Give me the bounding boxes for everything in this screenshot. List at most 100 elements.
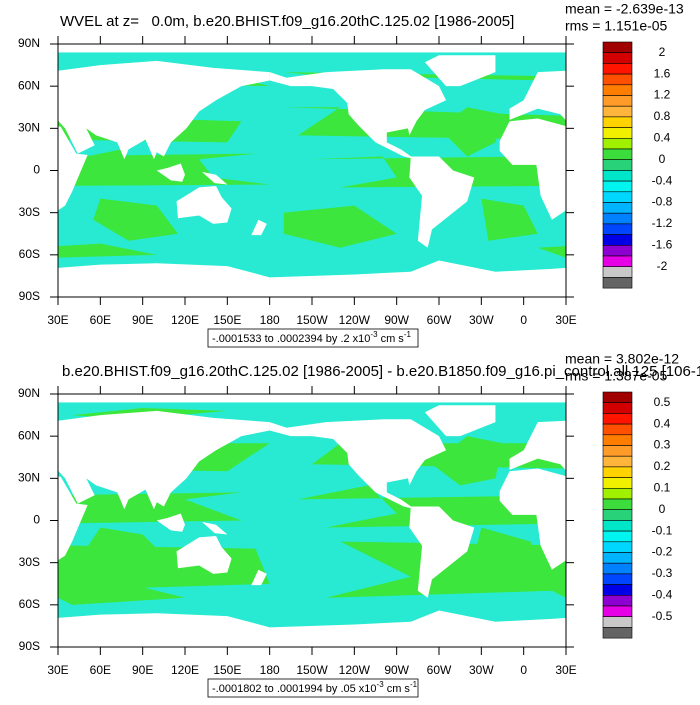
colorbar-box xyxy=(602,627,633,639)
lat-tick-label: 90S xyxy=(19,289,40,303)
colorbar-box xyxy=(602,170,633,182)
colorbar-label: -2 xyxy=(657,259,668,273)
land xyxy=(58,263,270,297)
land xyxy=(424,405,496,437)
lon-tick-label: 0 xyxy=(520,313,527,327)
lat-tick-label: 30S xyxy=(19,555,40,569)
colorbar-box xyxy=(602,41,633,53)
lat-tick-label: 0 xyxy=(33,513,40,527)
text-part: -1 xyxy=(410,680,418,689)
colorbar-label: 0.4 xyxy=(654,416,671,430)
land xyxy=(509,70,566,121)
land xyxy=(499,118,566,220)
field-region xyxy=(551,589,566,598)
colorbar-box xyxy=(602,202,633,214)
lon-tick-label: 120W xyxy=(339,663,371,677)
lon-tick-label: 120W xyxy=(339,313,371,327)
colorbar-label: -0.2 xyxy=(652,545,673,559)
colorbar-label: 0.8 xyxy=(654,109,671,123)
field-region xyxy=(283,205,397,248)
lat-tick-label: 60N xyxy=(18,78,40,92)
lon-tick-label: 180 xyxy=(260,663,280,677)
colorbar-label: 0 xyxy=(659,152,666,166)
land xyxy=(251,569,267,586)
lon-tick-label: 60E xyxy=(90,663,111,677)
text-part: -3 xyxy=(370,330,378,339)
lon-tick-label: 90W xyxy=(384,663,409,677)
lat-tick-label: 60S xyxy=(19,597,40,611)
range-box xyxy=(207,678,419,698)
panel-title: WVEL at z= 0.0m, b.e20.BHIST.f09_g16.20t… xyxy=(60,13,514,30)
map-panel: b.e20.BHIST.f09_g16.20thC.125.02 [1986-2… xyxy=(18,351,700,698)
colorbar-box xyxy=(602,562,633,575)
rms-label: rms = 1.151e-05 xyxy=(565,18,668,34)
colorbar-box xyxy=(602,466,633,478)
colorbar-label: 1.6 xyxy=(654,66,671,80)
rms-label: rms = 1.387e-05 xyxy=(565,368,668,384)
lon-tick-label: 90E xyxy=(132,313,153,327)
colorbar-box xyxy=(602,234,633,246)
land xyxy=(685,186,700,224)
colorbar-box xyxy=(602,530,633,543)
lon-tick-label: 90W xyxy=(384,313,409,327)
colorbar-label: -1.6 xyxy=(652,237,673,251)
colorbar-box xyxy=(602,573,633,585)
map-field xyxy=(58,52,700,297)
land xyxy=(499,468,566,570)
land xyxy=(201,171,228,185)
land xyxy=(269,260,566,297)
colorbar-box xyxy=(602,212,633,225)
land xyxy=(156,513,185,532)
land xyxy=(176,535,232,574)
land xyxy=(269,610,566,647)
colorbar-label: -0.1 xyxy=(652,523,673,537)
colorbar-box xyxy=(602,423,633,436)
colorbar-box xyxy=(602,223,633,235)
colorbar-box xyxy=(602,498,633,510)
colorbar-box xyxy=(602,266,633,278)
field-region xyxy=(481,198,538,241)
colorbar-label: 0.3 xyxy=(654,438,671,452)
colorbar-label: -0.5 xyxy=(652,609,673,623)
lon-tick-label: 30E xyxy=(555,663,576,677)
panel-title: b.e20.BHIST.f09_g16.20thC.125.02 [1986-2… xyxy=(62,363,700,380)
lon-tick-label: 150W xyxy=(296,313,328,327)
field-region xyxy=(93,198,178,241)
text-part: cm s xyxy=(378,333,405,345)
colorbar-box xyxy=(602,616,633,628)
colorbar-box xyxy=(602,413,633,425)
text-part: cm s xyxy=(384,683,411,695)
colorbar-label: 0 xyxy=(659,502,666,516)
colorbar-box xyxy=(602,391,633,403)
lon-tick-label: 150E xyxy=(213,663,241,677)
lon-tick-label: 60W xyxy=(427,663,452,677)
lon-tick-label: 120E xyxy=(171,663,199,677)
lon-tick-label: 30E xyxy=(47,663,68,677)
colorbar-box xyxy=(602,594,633,607)
colorbar-label: -0.4 xyxy=(652,587,673,601)
lat-tick-label: 90N xyxy=(18,386,40,400)
lat-tick-label: 30N xyxy=(18,471,40,485)
text-part: -1 xyxy=(404,330,412,339)
colorbar-box xyxy=(602,95,633,107)
land xyxy=(58,60,270,160)
land xyxy=(409,156,475,248)
lat-tick-label: 30N xyxy=(18,121,40,135)
colorbar-box xyxy=(602,148,633,160)
colorbar-box xyxy=(602,277,633,289)
colorbar-box xyxy=(602,402,633,414)
lon-tick-label: 60W xyxy=(427,313,452,327)
lon-tick-label: 60E xyxy=(90,313,111,327)
colorbar-box xyxy=(602,159,633,171)
field-region xyxy=(580,408,700,419)
land xyxy=(176,185,232,224)
colorbar-box xyxy=(602,191,633,203)
field-region xyxy=(58,492,242,524)
lat-tick-label: 60S xyxy=(19,247,40,261)
land xyxy=(409,506,475,598)
colorbar-box xyxy=(602,138,633,150)
land xyxy=(269,419,447,510)
land xyxy=(201,521,228,535)
lon-tick-label: 30W xyxy=(469,313,494,327)
